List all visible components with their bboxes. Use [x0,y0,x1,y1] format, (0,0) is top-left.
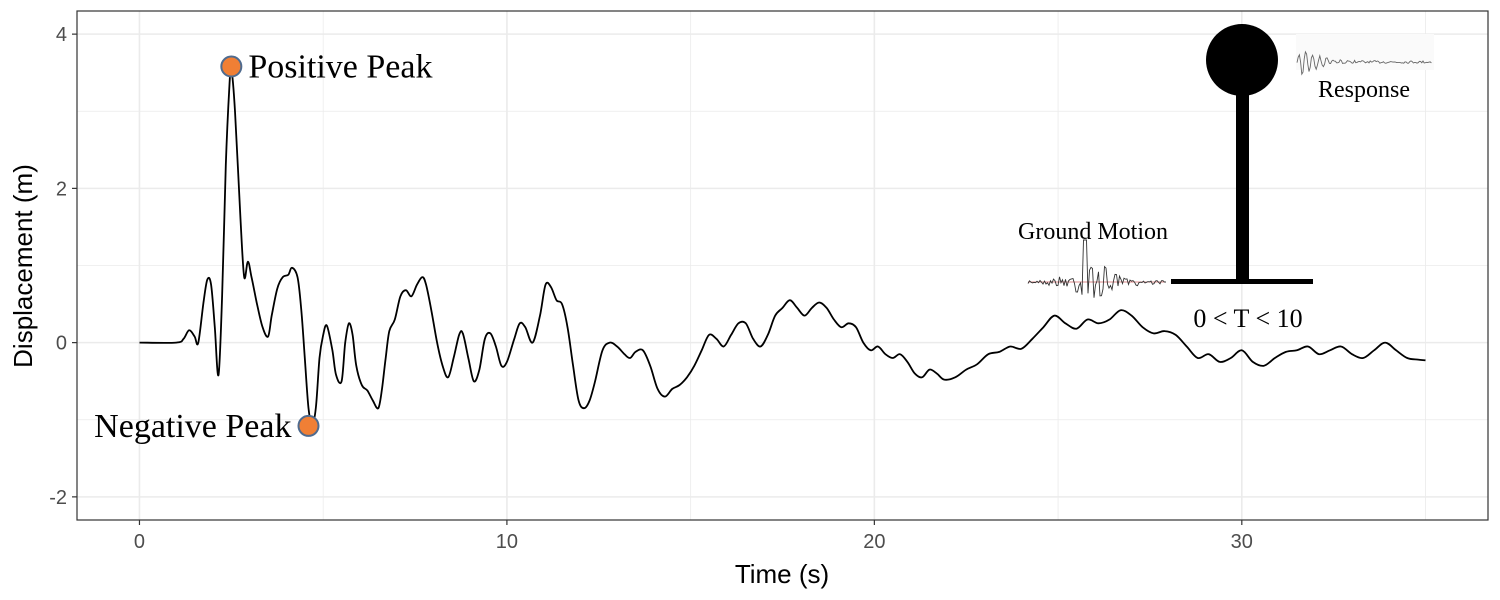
x-axis-title: Time (s) [735,559,829,589]
x-tick-label: 10 [496,531,518,553]
oscillator-mass [1206,24,1278,96]
y-tick-label: 2 [56,178,67,200]
response-trace [1296,34,1434,76]
x-tick-label: 30 [1231,531,1253,553]
oscillator-column [1236,90,1249,282]
ground-motion-label: Ground Motion [1018,219,1168,245]
panel-border [76,10,1489,521]
ground-motion-trace [1027,239,1167,298]
axis-ticks: 0 10 20 30 -2 0 2 4 [49,24,1253,553]
positive-peak-marker [220,55,243,78]
response-label: Response [1318,77,1410,103]
y-tick-label: -2 [49,487,67,509]
sdof-schematic: Ground Motion 0 < T < 10 Response [1018,24,1434,333]
x-tick-label: 20 [863,531,885,553]
y-axis-title: Displacement (m) [8,164,38,368]
positive-peak-label: Positive Peak [248,49,432,86]
negative-peak-label: Negative Peak [94,408,291,445]
y-tick-label: 4 [56,24,67,46]
displacement-line [139,66,1426,425]
negative-peak-marker [297,414,320,437]
period-range-label: 0 < T < 10 [1193,304,1302,333]
y-tick-label: 0 [56,333,67,355]
x-tick-label: 0 [134,531,145,553]
peak-markers: Positive Peak Negative Peak [94,49,432,445]
